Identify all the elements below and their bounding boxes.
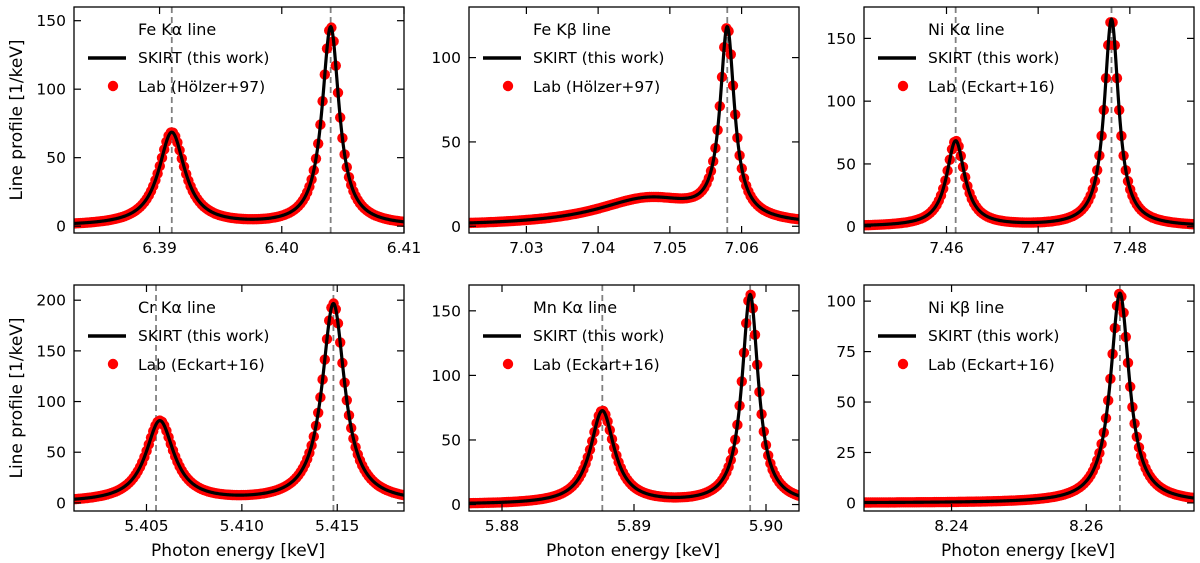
plot-area bbox=[469, 285, 799, 511]
y-tick-label: 100 bbox=[826, 93, 856, 111]
legend-label-model: SKIRT (this work) bbox=[138, 327, 269, 345]
skirt-model-line bbox=[74, 301, 404, 501]
y-tick-label: 150 bbox=[431, 302, 461, 320]
legend-point-swatch bbox=[107, 358, 119, 370]
axes-frame bbox=[863, 284, 1195, 512]
y-tick-label: 100 bbox=[826, 293, 856, 311]
legend-point-swatch bbox=[897, 80, 909, 92]
panel-2: 7.46 7.47 7.48 0 50 100 150 Ni Kα line SKIRT (th… bbox=[826, 6, 1195, 257]
axes-frame bbox=[73, 284, 405, 512]
legend-label-lab: Lab (Eckart+16) bbox=[928, 356, 1055, 374]
legend-label-lab: Lab (Eckart+16) bbox=[533, 356, 660, 374]
x-tick-label: 6.39 bbox=[142, 239, 177, 257]
axes-frame bbox=[73, 6, 405, 234]
x-tick-label: 7.47 bbox=[1021, 239, 1056, 257]
y-tick-label: 50 bbox=[46, 444, 66, 462]
y-tick-label: 0 bbox=[451, 496, 461, 514]
y-axis-label-top: Line profile [1/keV] bbox=[7, 39, 27, 200]
y-tick-label: 0 bbox=[56, 218, 66, 236]
x-tick-label: 7.48 bbox=[1113, 239, 1148, 257]
legend-label-model: SKIRT (this work) bbox=[928, 49, 1059, 67]
y-tick-label: 100 bbox=[431, 367, 461, 385]
y-tick-label: 50 bbox=[441, 133, 461, 151]
legend-point-swatch bbox=[897, 358, 909, 370]
y-tick-label: 50 bbox=[836, 394, 856, 412]
legend-label-lab: Lab (Eckart+16) bbox=[138, 356, 265, 374]
y-tick-label: 50 bbox=[836, 155, 856, 173]
skirt-model-line bbox=[74, 25, 404, 226]
panel-title: Mn Kα line bbox=[533, 298, 617, 317]
y-tick-label: 0 bbox=[56, 494, 66, 512]
x-tick-label: 6.41 bbox=[387, 239, 422, 257]
panel-title: Ni Kα line bbox=[928, 20, 1005, 39]
y-tick-label: 0 bbox=[846, 218, 856, 236]
panel-0: 6.39 6.40 6.41 0 50 100 150 Fe Kα line SKIRT (th… bbox=[36, 6, 422, 257]
plot-area bbox=[74, 7, 404, 233]
y-tick-label: 75 bbox=[836, 343, 856, 361]
panel-title: Fe Kβ line bbox=[533, 20, 611, 39]
plot-area bbox=[74, 285, 404, 511]
plot-area bbox=[469, 7, 799, 233]
x-tick-label: 7.05 bbox=[653, 239, 688, 257]
x-axis-label-left: Photon energy [keV] bbox=[151, 541, 325, 561]
panel-title: Fe Kα line bbox=[138, 20, 216, 39]
x-tick-label: 5.405 bbox=[124, 517, 168, 535]
plot-area bbox=[864, 285, 1194, 511]
y-tick-label: 100 bbox=[36, 393, 66, 411]
y-tick-label: 150 bbox=[36, 12, 66, 30]
panels-group: 6.39 6.40 6.41 0 50 100 150 Fe Kα line SKIRT (th… bbox=[36, 6, 1195, 535]
x-axis-label-middle: Photon energy [keV] bbox=[546, 541, 720, 561]
legend-label-model: SKIRT (this work) bbox=[533, 327, 664, 345]
skirt-model-line bbox=[864, 17, 1194, 227]
y-tick-label: 100 bbox=[36, 81, 66, 99]
x-axis-label-right: Photon energy [keV] bbox=[941, 541, 1115, 561]
legend-label-lab: Lab (Eckart+16) bbox=[928, 78, 1055, 96]
legend-point-swatch bbox=[502, 358, 514, 370]
x-tick-label: 5.415 bbox=[315, 517, 359, 535]
legend-label-model: SKIRT (this work) bbox=[533, 49, 664, 67]
x-tick-label: 7.04 bbox=[581, 239, 616, 257]
axes-frame bbox=[468, 6, 800, 234]
skirt-model-line bbox=[864, 291, 1194, 505]
x-tick-label: 8.24 bbox=[934, 517, 969, 535]
skirt-model-line bbox=[469, 25, 799, 225]
legend-point-swatch bbox=[502, 80, 514, 92]
panel-4: 5.88 5.89 5.90 0 50 100 150 Mn Kα line SKIRT (th… bbox=[431, 284, 800, 535]
legend-label-model: SKIRT (this work) bbox=[928, 327, 1059, 345]
legend-label-model: SKIRT (this work) bbox=[138, 49, 269, 67]
y-tick-label: 100 bbox=[431, 49, 461, 67]
axes-frame bbox=[863, 6, 1195, 234]
y-tick-label: 50 bbox=[441, 431, 461, 449]
y-tick-label: 150 bbox=[826, 30, 856, 48]
y-tick-label: 25 bbox=[836, 444, 856, 462]
x-tick-label: 7.46 bbox=[929, 239, 964, 257]
plot-area bbox=[864, 7, 1194, 233]
legend-point-swatch bbox=[107, 80, 119, 92]
x-tick-label: 6.40 bbox=[265, 239, 300, 257]
legend-label-lab: Lab (Hölzer+97) bbox=[533, 78, 660, 96]
x-tick-label: 8.26 bbox=[1069, 517, 1104, 535]
x-tick-label: 5.90 bbox=[749, 517, 784, 535]
y-tick-label: 0 bbox=[846, 494, 856, 512]
panel-5: 8.24 8.26 0 25 50 75 100 Ni Kβ line SKIRT (this … bbox=[826, 284, 1195, 535]
y-tick-label: 50 bbox=[46, 149, 66, 167]
x-tick-label: 5.88 bbox=[485, 517, 520, 535]
y-tick-label: 0 bbox=[451, 218, 461, 236]
legend-label-lab: Lab (Hölzer+97) bbox=[138, 78, 265, 96]
panel-1: 7.03 7.04 7.05 7.06 0 50 100 Fe Kβ line SKIRT (t… bbox=[431, 6, 800, 257]
skirt-model-line bbox=[469, 292, 799, 505]
x-tick-label: 7.03 bbox=[509, 239, 544, 257]
panel-title: Cr Kα line bbox=[138, 298, 216, 317]
panel-3: 5.405 5.410 5.415 0 50 100 150 200 Cr Kα line SKI… bbox=[36, 284, 405, 535]
x-tick-label: 7.06 bbox=[724, 239, 759, 257]
y-axis-label-bottom: Line profile [1/keV] bbox=[7, 317, 27, 478]
x-tick-label: 5.410 bbox=[220, 517, 264, 535]
y-tick-label: 200 bbox=[36, 292, 66, 310]
panel-title: Ni Kβ line bbox=[928, 298, 1004, 317]
y-tick-label: 150 bbox=[36, 342, 66, 360]
x-tick-label: 5.89 bbox=[617, 517, 652, 535]
